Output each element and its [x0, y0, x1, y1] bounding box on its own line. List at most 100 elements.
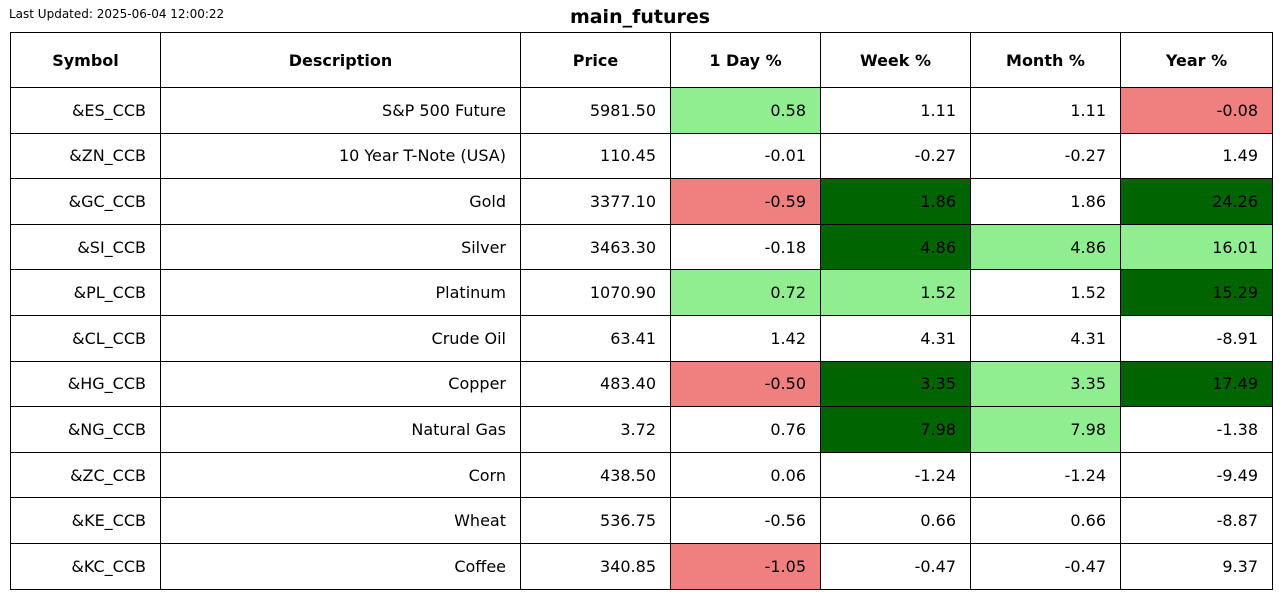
- description-cell: Gold: [160, 178, 521, 225]
- year-pct-cell: 1.49: [1120, 132, 1273, 180]
- price-cell: 5981.50: [520, 87, 671, 134]
- price-cell: 3463.30: [520, 223, 671, 271]
- price-cell: 1070.90: [520, 269, 671, 316]
- symbol-cell: &KE_CCB: [10, 497, 161, 544]
- month-pct-cell: -1.24: [970, 451, 1121, 499]
- week-pct-cell: -1.24: [820, 451, 971, 499]
- description-cell: Platinum: [160, 269, 521, 316]
- price-cell: 110.45: [520, 132, 671, 180]
- week-pct-cell: 1.11: [820, 87, 971, 134]
- symbol-cell: &SI_CCB: [10, 223, 161, 271]
- year-pct-cell: -1.38: [1120, 406, 1273, 453]
- column-header-description: Description: [160, 32, 521, 88]
- description-cell: Silver: [160, 223, 521, 271]
- price-cell: 438.50: [520, 451, 671, 499]
- month-pct-cell: -0.47: [970, 542, 1121, 590]
- day-pct-cell: -0.56: [670, 497, 821, 544]
- symbol-cell: &NG_CCB: [10, 406, 161, 453]
- year-pct-cell: 24.26: [1120, 178, 1273, 225]
- price-cell: 3377.10: [520, 178, 671, 225]
- week-pct-cell: 1.52: [820, 269, 971, 316]
- year-pct-cell: 15.29: [1120, 269, 1273, 316]
- symbol-cell: &HG_CCB: [10, 360, 161, 408]
- futures-table: Symbol Description Price 1 Day % Week % …: [10, 32, 1273, 590]
- column-header-month-pct: Month %: [970, 32, 1121, 88]
- table-row: &ZN_CCB 10 Year T-Note (USA) 110.45 -0.01 -0…: [10, 132, 1273, 180]
- price-cell: 340.85: [520, 542, 671, 590]
- day-pct-cell: -0.50: [670, 360, 821, 408]
- header-row: Symbol Description Price 1 Day % Week % …: [10, 32, 1273, 88]
- table-row: &ES_CCB S&P 500 Future 5981.50 0.58 1.11 1.11…: [10, 87, 1273, 134]
- day-pct-cell: -0.59: [670, 178, 821, 225]
- week-pct-cell: 4.31: [820, 314, 971, 362]
- month-pct-cell: -0.27: [970, 132, 1121, 180]
- column-header-week-pct: Week %: [820, 32, 971, 88]
- symbol-cell: &CL_CCB: [10, 314, 161, 362]
- table-row: &CL_CCB Crude Oil 63.41 1.42 4.31 4.31 -8.91: [10, 314, 1273, 362]
- description-cell: 10 Year T-Note (USA): [160, 132, 521, 180]
- table-row: &ZC_CCB Corn 438.50 0.06 -1.24 -1.24 -9.49: [10, 451, 1273, 499]
- table-title: main_futures: [569, 6, 711, 28]
- week-pct-cell: 7.98: [820, 406, 971, 453]
- month-pct-cell: 4.86: [970, 223, 1121, 271]
- symbol-cell: &GC_CCB: [10, 178, 161, 225]
- month-pct-cell: 0.66: [970, 497, 1121, 544]
- table-row: &PL_CCB Platinum 1070.90 0.72 1.52 1.52 15.29: [10, 269, 1273, 316]
- month-pct-cell: 1.86: [970, 178, 1121, 225]
- year-pct-cell: 9.37: [1120, 542, 1273, 590]
- symbol-cell: &ZN_CCB: [10, 132, 161, 180]
- day-pct-cell: 0.76: [670, 406, 821, 453]
- year-pct-cell: -9.49: [1120, 451, 1273, 499]
- year-pct-cell: -8.91: [1120, 314, 1273, 362]
- day-pct-cell: 0.06: [670, 451, 821, 499]
- symbol-cell: &KC_CCB: [10, 542, 161, 590]
- symbol-cell: &ZC_CCB: [10, 451, 161, 499]
- week-pct-cell: -0.47: [820, 542, 971, 590]
- year-pct-cell: 16.01: [1120, 223, 1273, 271]
- column-header-symbol: Symbol: [10, 32, 161, 88]
- description-cell: Copper: [160, 360, 521, 408]
- month-pct-cell: 7.98: [970, 406, 1121, 453]
- week-pct-cell: 3.35: [820, 360, 971, 408]
- day-pct-cell: 0.72: [670, 269, 821, 316]
- month-pct-cell: 1.11: [970, 87, 1121, 134]
- description-cell: S&P 500 Future: [160, 87, 521, 134]
- table-row: &KE_CCB Wheat 536.75 -0.56 0.66 0.66 -8.87: [10, 497, 1273, 544]
- month-pct-cell: 3.35: [970, 360, 1121, 408]
- day-pct-cell: 1.42: [670, 314, 821, 362]
- description-cell: Corn: [160, 451, 521, 499]
- week-pct-cell: 1.86: [820, 178, 971, 225]
- price-cell: 3.72: [520, 406, 671, 453]
- week-pct-cell: -0.27: [820, 132, 971, 180]
- column-header-price: Price: [520, 32, 671, 88]
- table-row: &GC_CCB Gold 3377.10 -0.59 1.86 1.86 24.26: [10, 178, 1273, 225]
- price-cell: 483.40: [520, 360, 671, 408]
- table-row: &NG_CCB Natural Gas 3.72 0.76 7.98 7.98 -1.38: [10, 406, 1273, 453]
- table-row: &KC_CCB Coffee 340.85 -1.05 -0.47 -0.47 9.37: [10, 542, 1273, 590]
- description-cell: Coffee: [160, 542, 521, 590]
- week-pct-cell: 4.86: [820, 223, 971, 271]
- description-cell: Crude Oil: [160, 314, 521, 362]
- column-header-year-pct: Year %: [1120, 32, 1273, 88]
- day-pct-cell: 0.58: [670, 87, 821, 134]
- year-pct-cell: -8.87: [1120, 497, 1273, 544]
- year-pct-cell: -0.08: [1120, 87, 1273, 134]
- day-pct-cell: -0.01: [670, 132, 821, 180]
- symbol-cell: &PL_CCB: [10, 269, 161, 316]
- week-pct-cell: 0.66: [820, 497, 971, 544]
- description-cell: Wheat: [160, 497, 521, 544]
- price-cell: 536.75: [520, 497, 671, 544]
- column-header-1day-pct: 1 Day %: [670, 32, 821, 88]
- symbol-cell: &ES_CCB: [10, 87, 161, 134]
- day-pct-cell: -0.18: [670, 223, 821, 271]
- month-pct-cell: 4.31: [970, 314, 1121, 362]
- description-cell: Natural Gas: [160, 406, 521, 453]
- table-row: &SI_CCB Silver 3463.30 -0.18 4.86 4.86 16.01: [10, 223, 1273, 271]
- day-pct-cell: -1.05: [670, 542, 821, 590]
- table-body: &ES_CCB S&P 500 Future 5981.50 0.58 1.11 1.11…: [10, 87, 1273, 590]
- table-row: &HG_CCB Copper 483.40 -0.50 3.35 3.35 17.49: [10, 360, 1273, 408]
- month-pct-cell: 1.52: [970, 269, 1121, 316]
- last-updated-timestamp: Last Updated: 2025-06-04 12:00:22: [9, 7, 225, 21]
- price-cell: 63.41: [520, 314, 671, 362]
- year-pct-cell: 17.49: [1120, 360, 1273, 408]
